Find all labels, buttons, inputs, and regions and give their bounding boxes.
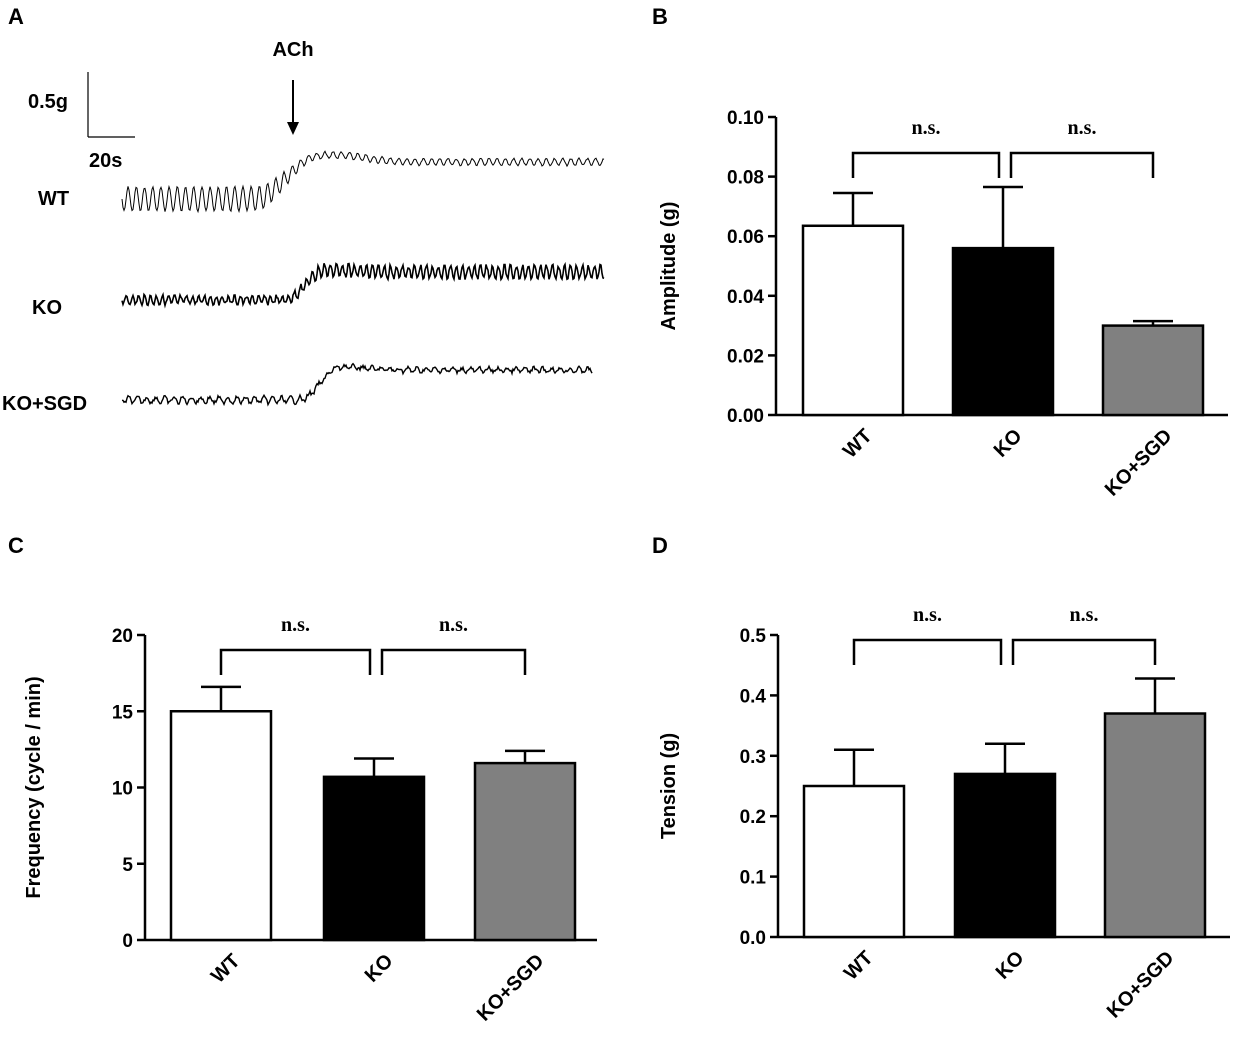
x-tick-label-b: KO (990, 425, 1027, 462)
significance-label-b: n.s. (1068, 117, 1097, 139)
stimulus-arrow-head (287, 122, 299, 135)
x-tick-label-d: KO+SGD (1103, 947, 1179, 1023)
x-tick-label-d: WT (840, 947, 878, 985)
panel-letter-a: A (8, 4, 24, 29)
y-tick-label-c: 20 (112, 626, 133, 647)
trace-wt (121, 150, 605, 214)
y-tick-label-b: 0.00 (727, 406, 764, 427)
x-tick-label-c: KO (361, 950, 398, 987)
chart-frequency: 0 5 10 15 20 Frequency (cycle / min) WT KO KO+SG… (23, 614, 597, 1026)
significance-bracket-c (219, 648, 372, 675)
y-tick-label-b: 0.04 (727, 287, 764, 308)
y-tick-label-b: 0.08 (727, 168, 764, 189)
significance-bracket-c (380, 648, 527, 675)
trace-label-ko: KO (32, 297, 62, 319)
y-tick-label-d: 0.3 (740, 747, 766, 768)
significance-bracket-d (852, 638, 1003, 665)
y-tick-label-d: 0.4 (740, 686, 767, 707)
significance-label-d: n.s. (913, 604, 942, 626)
chart-tension: 0.0 0.1 0.2 0.3 0.4 0.5 Tension (g) WT KO KO+SGD n… (658, 604, 1230, 1023)
trace-label-wt: WT (38, 188, 69, 210)
y-tick-label-b: 0.10 (727, 108, 764, 129)
y-tick-label-d: 0.5 (740, 626, 767, 647)
significance-label-c: n.s. (281, 614, 310, 636)
significance-bracket-b (1009, 151, 1155, 178)
x-tick-label-c: WT (207, 950, 245, 988)
trace-label-ko-sgd: KO+SGD (2, 393, 87, 415)
bar-d-ko (953, 772, 1057, 939)
y-tick-label-b: 0.02 (727, 346, 764, 367)
bar-d-wt (802, 784, 906, 939)
x-tick-label-c: KO+SGD (473, 950, 549, 1026)
y-tick-label-c: 5 (122, 855, 133, 876)
stimulus-label: ACh (272, 39, 313, 61)
y-axis-title-c: Frequency (cycle / min) (23, 676, 45, 898)
scale-bar-horizontal-label: 20s (89, 150, 122, 172)
scale-bar-vertical-label: 0.5g (28, 91, 68, 113)
y-tick-label-b: 0.06 (727, 227, 764, 248)
significance-label-c: n.s. (439, 614, 468, 636)
trace-ko (121, 261, 605, 309)
panel-letter-c: C (8, 533, 24, 558)
bar-d-ko-sgd (1103, 712, 1207, 939)
x-tick-label-b: WT (839, 425, 877, 463)
y-axis-title-d: Tension (g) (658, 733, 680, 839)
chart-amplitude: 0.00 0.02 0.04 0.06 0.08 0.10 Amplitude (g) WT K… (658, 108, 1228, 501)
y-tick-label-d: 0.2 (740, 807, 766, 828)
bar-b-wt (801, 224, 905, 417)
y-tick-label-c: 0 (122, 931, 133, 952)
panel-a-recordings: 0.5g 20s ACh WT KO KO+SGD (2, 39, 605, 415)
y-tick-label-c: 10 (112, 779, 133, 800)
x-tick-label-b: KO+SGD (1101, 425, 1177, 501)
panel-letter-d: D (652, 533, 668, 558)
y-tick-label-d: 0.0 (740, 928, 766, 949)
bar-c-ko (322, 775, 426, 942)
bar-b-ko (951, 246, 1055, 417)
y-axis-title-b: Amplitude (g) (658, 202, 680, 331)
y-tick-label-d: 0.1 (740, 868, 767, 889)
bar-c-ko-sgd (473, 761, 577, 942)
bar-c-wt (169, 710, 273, 942)
panel-letter-b: B (652, 4, 668, 29)
significance-label-d: n.s. (1070, 604, 1099, 626)
significance-bracket-b (851, 151, 1001, 178)
x-tick-label-d: KO (992, 947, 1029, 984)
significance-label-b: n.s. (912, 117, 941, 139)
bar-b-ko-sgd (1101, 324, 1205, 417)
significance-bracket-d (1011, 638, 1157, 665)
y-tick-label-c: 15 (112, 702, 134, 723)
trace-ko-sgd (121, 362, 593, 407)
